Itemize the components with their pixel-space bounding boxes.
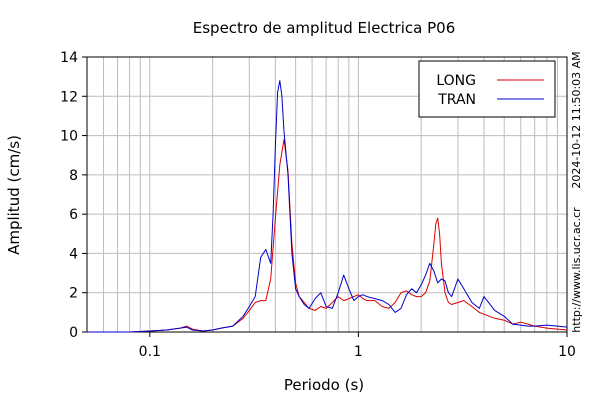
legend-box <box>418 60 556 118</box>
series-layer <box>87 80 568 333</box>
axis-ticks: 0 2 4 6 8 10 12 14 0.1 1 10 <box>60 50 576 360</box>
url-text: http://www.lis.ucr.ac.cr <box>570 207 583 333</box>
x-tick-label: 10 <box>558 344 576 360</box>
chart-title: Espectro de amplitud Electrica P06 <box>193 19 456 37</box>
legend: LONG TRAN <box>418 60 556 118</box>
legend-label: LONG <box>436 73 476 89</box>
series-line-tran <box>87 80 568 333</box>
x-tick-label: 1 <box>354 344 363 360</box>
y-tick-label: 14 <box>60 50 78 66</box>
y-tick-label: 8 <box>69 168 78 184</box>
y-tick-label: 0 <box>69 325 78 341</box>
y-tick-label: 10 <box>60 129 78 145</box>
y-tick-label: 2 <box>69 286 78 302</box>
x-axis-label: Periodo (s) <box>284 376 364 394</box>
plot-frame <box>86 56 568 333</box>
y-tick-label: 6 <box>69 207 78 223</box>
timestamp-text: 2024-10-12 11:50:03 AM <box>570 51 583 188</box>
series-line-long <box>87 139 568 333</box>
y-tick-label: 4 <box>69 246 78 262</box>
y-axis-label: Amplitud (cm/s) <box>5 135 23 255</box>
y-tick-label: 12 <box>60 89 78 105</box>
grid <box>87 57 567 332</box>
legend-label: TRAN <box>437 92 476 108</box>
x-tick-label: 0.1 <box>139 344 161 360</box>
